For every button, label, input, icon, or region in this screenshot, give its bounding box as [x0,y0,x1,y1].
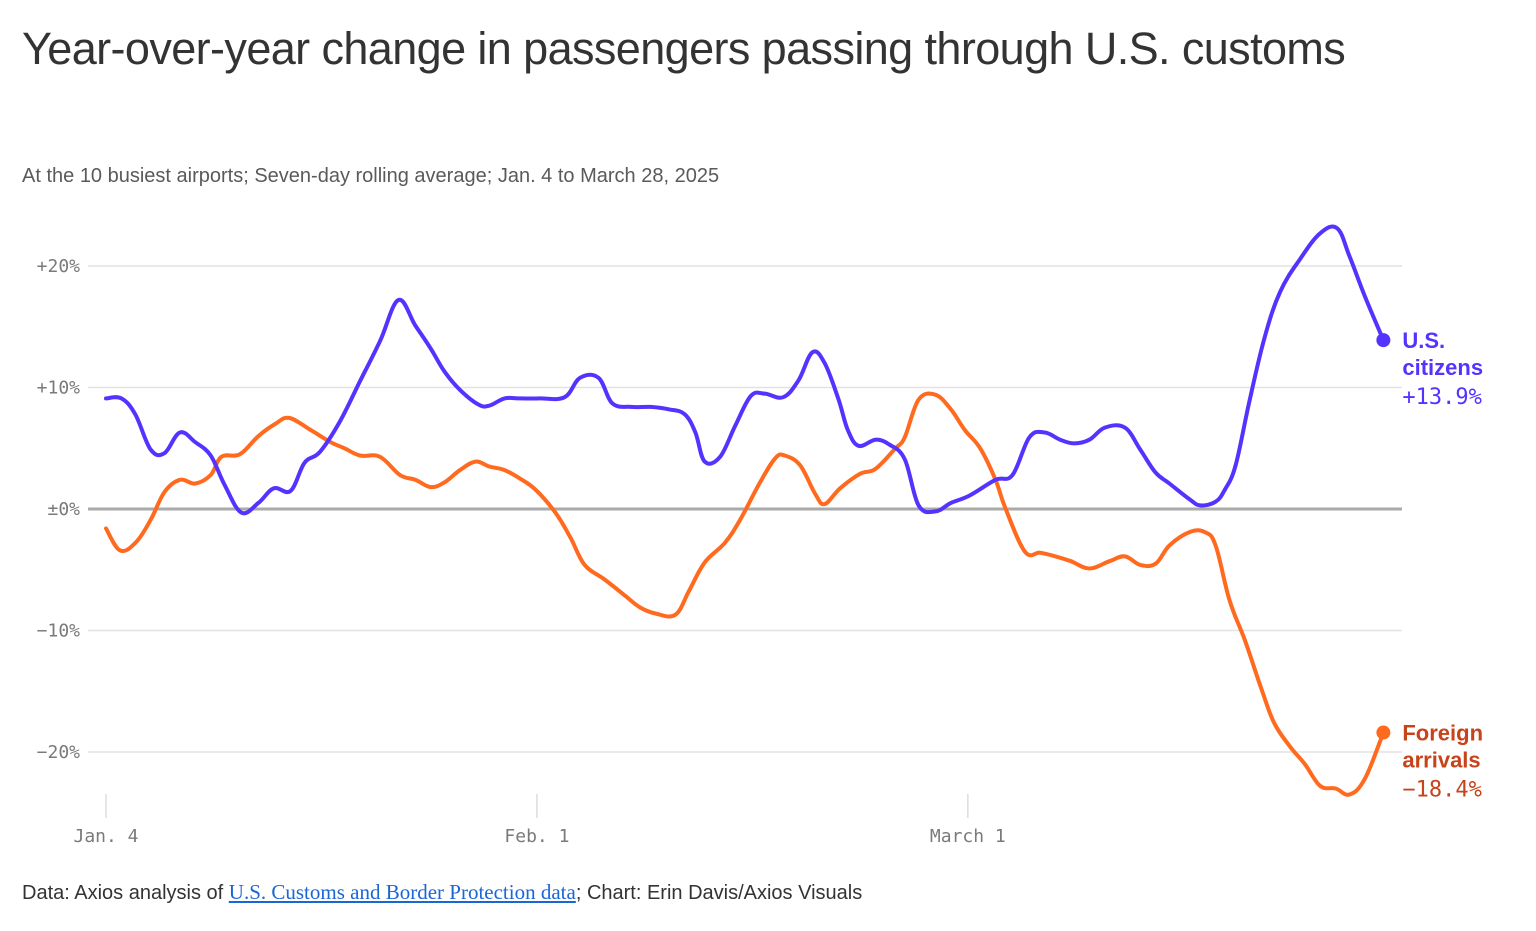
x-tick-label: March 1 [930,826,1006,847]
foreign-arrivals-end-value: −18.4% [1402,778,1481,803]
foreign-arrivals-label: arrivals [1402,748,1480,773]
y-tick-label: −20% [37,742,81,763]
series-lines [104,224,1391,797]
x-tick-label: Jan. 4 [73,826,138,847]
foreign-arrivals-line [104,391,1386,797]
y-axis: +20% +10% ±0% −10% −20% [37,256,81,763]
y-tick-label: +20% [37,256,81,277]
us-citizens-end-value: +13.9% [1402,385,1481,410]
chart-title: Year-over-year change in passengers pass… [22,23,1346,74]
line-chart: +20%+10%±0%−10%−20% Jan. 4 Feb. 1 March 1 … [37,224,1483,847]
source-link[interactable]: U.S. Customs and Border Protection data [228,880,576,904]
y-tick-label: +10% [37,378,81,399]
y-tick-label: −10% [37,621,81,642]
y-tick-label: ±0% [47,499,80,520]
x-axis: Jan. 4 Feb. 1 March 1 [73,794,1006,847]
x-tick-label: Feb. 1 [504,826,569,847]
foreign-arrivals-end-point [1376,725,1391,740]
us-citizens-label: U.S. [1402,328,1445,353]
source-credit: Data: Axios analysis of U.S. Customs and… [22,880,862,905]
chart-subtitle: At the 10 busiest airports; Seven-day ro… [22,165,720,187]
us-citizens-line [104,224,1386,516]
foreign-arrivals-label: Foreign [1402,721,1483,746]
credit-suffix: ; Chart: Erin Davis/Axios Visuals [575,882,863,904]
source-prefix: Data: Axios analysis of [22,882,229,904]
us-citizens-label: citizens [1402,355,1483,380]
us-citizens-end-point [1376,333,1391,348]
